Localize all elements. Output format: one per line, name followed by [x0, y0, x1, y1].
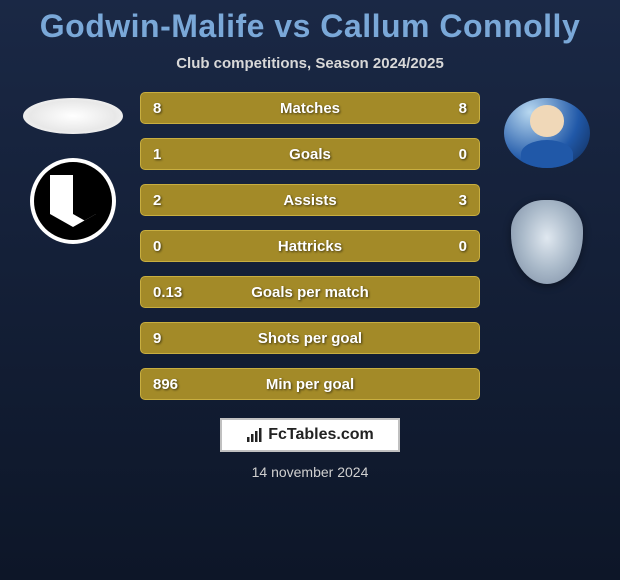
stat-left-value: 9 [153, 330, 193, 347]
stat-label: Hattricks [278, 238, 342, 255]
stat-label: Goals [289, 146, 331, 163]
stat-row: 2 Assists 3 [140, 184, 480, 216]
stat-left-value: 1 [153, 146, 193, 163]
brand-text: FcTables.com [268, 426, 374, 444]
stat-left-value: 8 [153, 100, 193, 117]
comparison-title: Godwin-Malife vs Callum Connolly [0, 0, 620, 45]
player-right-avatar [504, 98, 590, 168]
brand-badge: FcTables.com [220, 418, 400, 452]
stat-row: 0.13 Goals per match [140, 276, 480, 308]
chart-icon [246, 427, 262, 443]
stat-right-value: 3 [427, 192, 467, 209]
stat-left-value: 0.13 [153, 284, 193, 301]
stat-label: Goals per match [251, 284, 369, 301]
stat-right-value: 0 [427, 146, 467, 163]
stat-right-value: 0 [427, 238, 467, 255]
season-subtitle: Club competitions, Season 2024/2025 [0, 55, 620, 72]
right-column [492, 92, 602, 292]
stat-row: 9 Shots per goal [140, 322, 480, 354]
club-right-crest [497, 192, 597, 292]
stat-label: Matches [280, 100, 340, 117]
stat-label: Shots per goal [258, 330, 362, 347]
stat-row: 1 Goals 0 [140, 138, 480, 170]
stat-label: Assists [283, 192, 336, 209]
stat-left-value: 2 [153, 192, 193, 209]
stat-left-value: 896 [153, 376, 193, 393]
stats-column: 8 Matches 8 1 Goals 0 2 Assists 3 0 Hatt… [140, 92, 480, 400]
stat-right-value: 8 [427, 100, 467, 117]
footer-date: 14 november 2024 [0, 464, 620, 480]
stat-left-value: 0 [153, 238, 193, 255]
stat-row: 896 Min per goal [140, 368, 480, 400]
stat-label: Min per goal [266, 376, 354, 393]
club-left-crest [30, 158, 116, 244]
player-left-avatar [23, 98, 123, 134]
stat-row: 0 Hattricks 0 [140, 230, 480, 262]
left-column [18, 92, 128, 244]
comparison-body: 8 Matches 8 1 Goals 0 2 Assists 3 0 Hatt… [0, 92, 620, 400]
stat-row: 8 Matches 8 [140, 92, 480, 124]
